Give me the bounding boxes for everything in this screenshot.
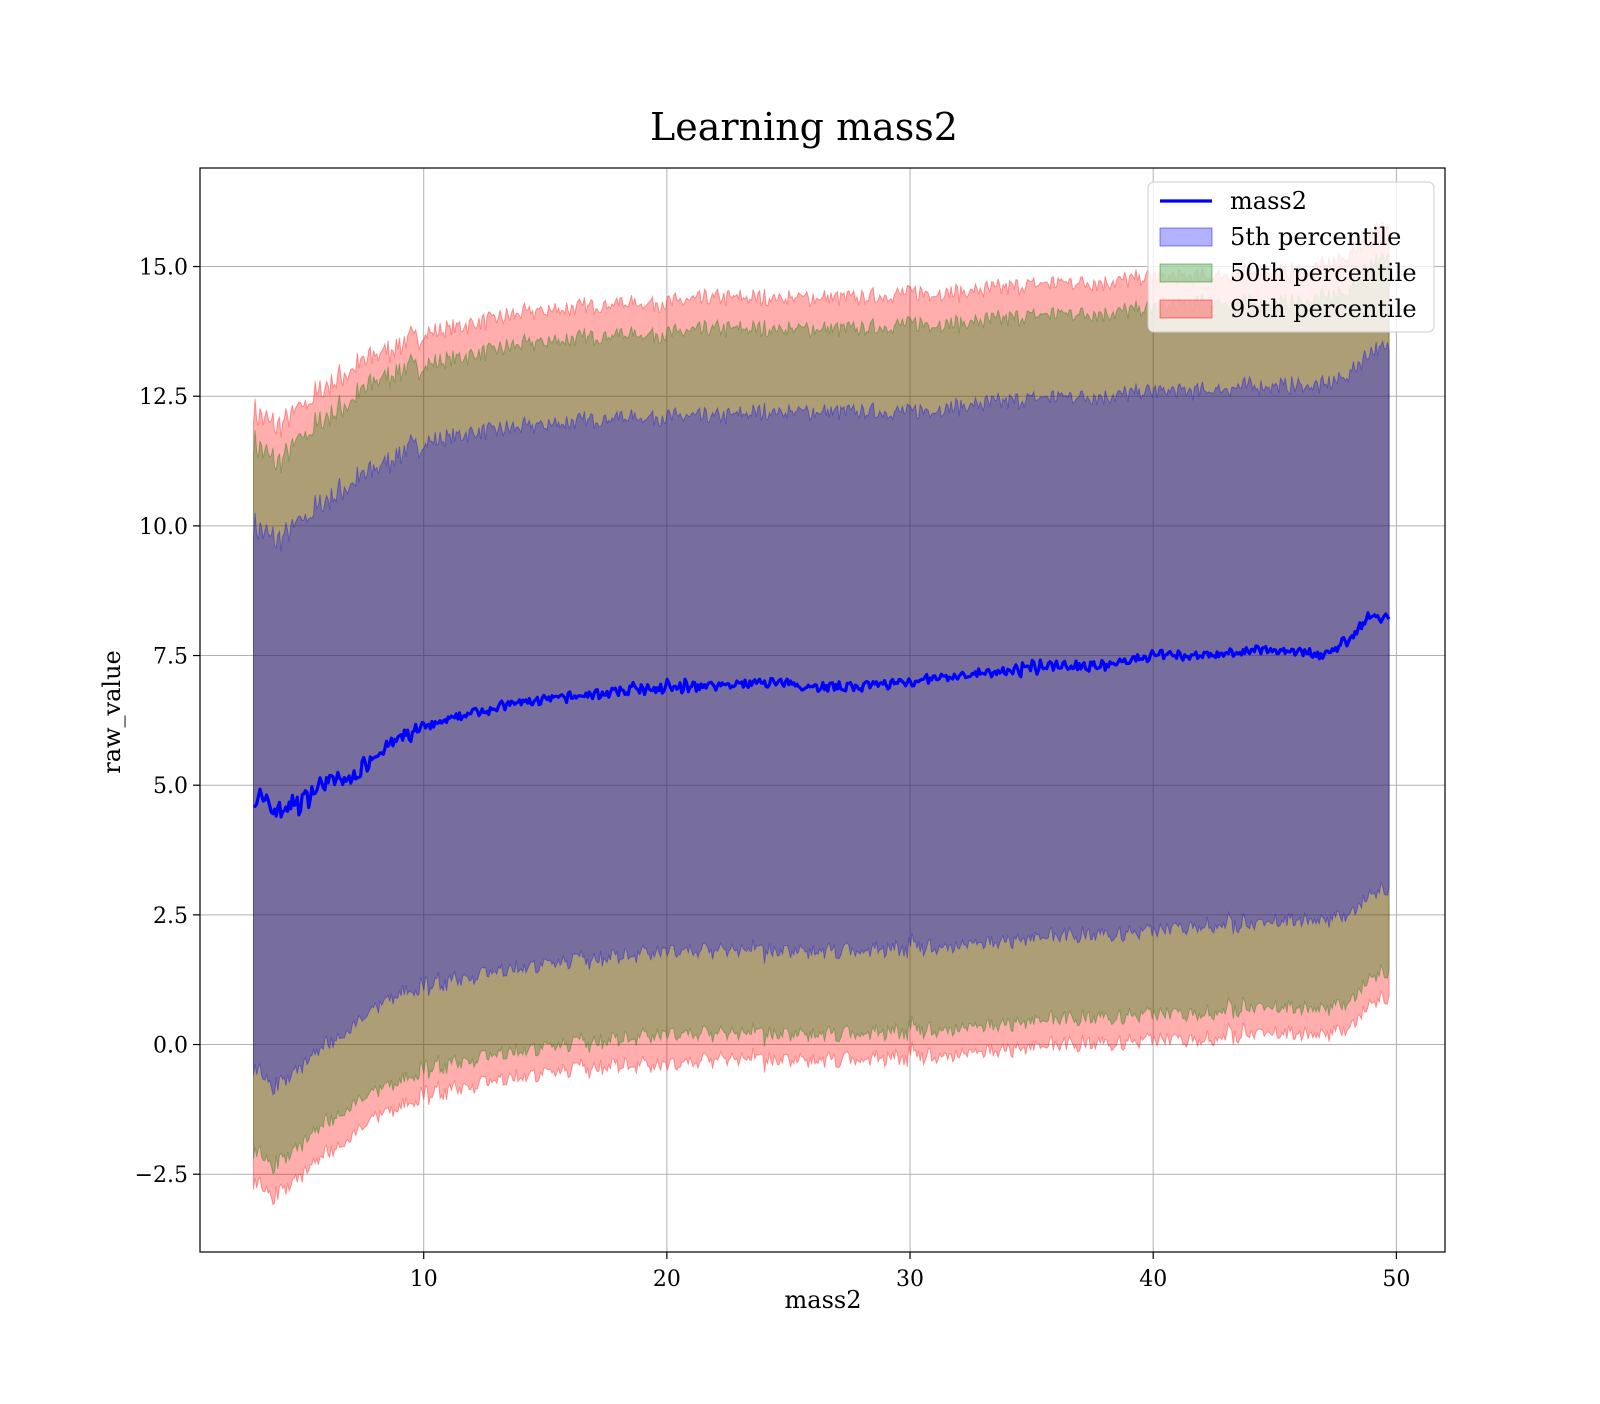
legend-swatch-band — [1159, 227, 1213, 247]
y-tick-label: 0.0 — [153, 1034, 188, 1059]
percentile-bands — [253, 220, 1390, 1206]
x-tick-label: 20 — [653, 1267, 681, 1292]
x-axis-label: mass2 — [785, 1286, 862, 1314]
x-axis-ticks: 10 20 30 40 50 — [410, 1252, 1410, 1292]
y-tick-label: −2.5 — [135, 1163, 188, 1188]
y-axis-ticks: −2.5 0.0 2.5 5.0 7.5 10.0 12.5 15.0 — [135, 256, 200, 1188]
series-lines — [252, 611, 1391, 819]
legend-label: mass2 — [1230, 187, 1307, 215]
legend-swatch-band — [1159, 299, 1213, 319]
legend-swatch-band — [1159, 263, 1213, 283]
legend-label: 95th percentile — [1230, 295, 1417, 323]
band-5th-percentile — [253, 339, 1390, 1096]
y-tick-label: 5.0 — [153, 774, 188, 799]
y-tick-label: 12.5 — [139, 385, 188, 410]
x-tick-label: 40 — [1139, 1267, 1167, 1292]
legend-label: 5th percentile — [1230, 223, 1401, 251]
plot-frame — [199, 167, 1446, 1253]
x-tick-label: 50 — [1382, 1267, 1410, 1292]
y-axis-label: raw_value — [98, 650, 126, 774]
x-tick-label: 10 — [410, 1267, 438, 1292]
series-line-mass2 — [252, 611, 1391, 819]
y-tick-label: 2.5 — [153, 904, 188, 929]
legend: mass2 5th percentile 50th percentile 95th p… — [1147, 181, 1435, 333]
band-95th-percentile — [253, 220, 1390, 1206]
x-tick-label: 30 — [896, 1267, 924, 1292]
y-tick-label: 10.0 — [139, 515, 188, 540]
legend-label: 50th percentile — [1230, 259, 1417, 287]
band-50th-percentile — [253, 251, 1390, 1175]
y-tick-label: 7.5 — [153, 645, 188, 670]
legend-box — [1147, 181, 1435, 333]
y-tick-label: 15.0 — [139, 256, 188, 281]
chart-title: Learning mass2 — [650, 105, 958, 149]
